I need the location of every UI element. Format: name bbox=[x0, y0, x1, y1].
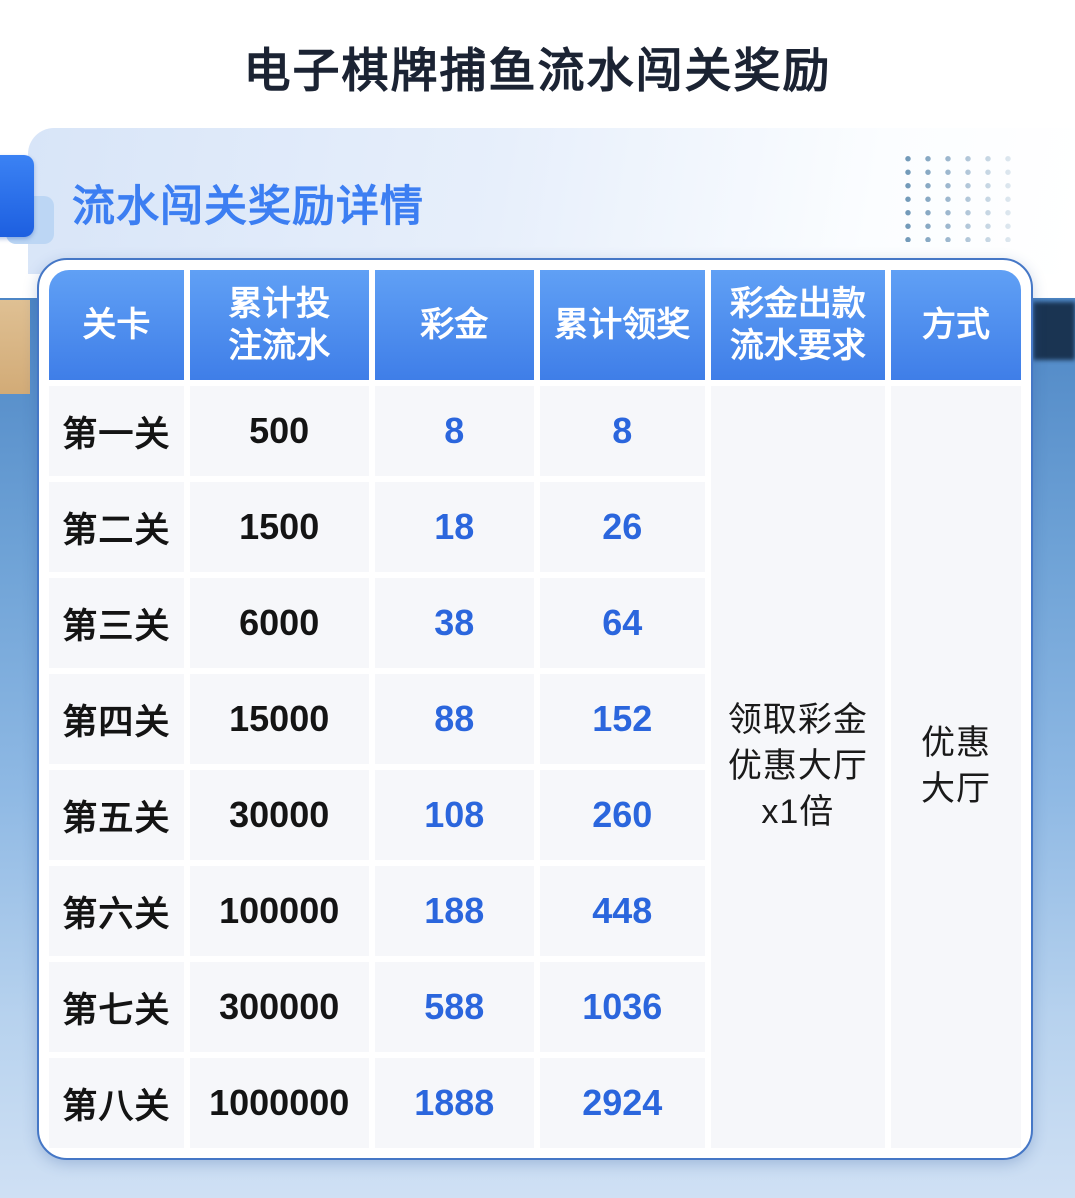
turnover-cell: 1500 bbox=[189, 482, 369, 572]
table-row: 第三关 6000 38 64 bbox=[49, 578, 1021, 668]
dots-decoration bbox=[896, 150, 1024, 242]
cumulative-cell: 8 bbox=[539, 386, 705, 476]
level-cell: 第一关 bbox=[49, 386, 184, 476]
column-header-level: 关卡 bbox=[49, 270, 184, 380]
column-header-turnover: 累计投 注流水 bbox=[189, 270, 369, 380]
rewards-table: 关卡 累计投 注流水 彩金 累计领奖 彩金出款 流水要求 方式 第一关 500 … bbox=[43, 264, 1027, 1154]
level-cell: 第四关 bbox=[49, 674, 184, 764]
cumulative-cell: 448 bbox=[539, 866, 705, 956]
turnover-cell: 500 bbox=[189, 386, 369, 476]
level-cell: 第八关 bbox=[49, 1058, 184, 1148]
level-cell: 第二关 bbox=[49, 482, 184, 572]
bonus-cell: 188 bbox=[374, 866, 534, 956]
cumulative-cell: 152 bbox=[539, 674, 705, 764]
cumulative-cell: 64 bbox=[539, 578, 705, 668]
table-row: 第一关 500 8 8 领取彩金 优惠大厅 x1倍 优惠 大厅 bbox=[49, 386, 1021, 1148]
background-beige-block bbox=[0, 300, 30, 394]
cumulative-cell: 1036 bbox=[539, 962, 705, 1052]
table-row: 第八关 1000000 1888 2924 bbox=[49, 1058, 1021, 1148]
accent-square bbox=[0, 155, 34, 237]
table-row: 第五关 30000 108 260 bbox=[49, 770, 1021, 860]
bonus-cell: 38 bbox=[374, 578, 534, 668]
column-header-cumulative: 累计领奖 bbox=[539, 270, 705, 380]
section-title: 流水闯关奖励详情 bbox=[72, 183, 424, 231]
column-header-requirement: 彩金出款 流水要求 bbox=[710, 270, 885, 380]
requirement-merged-cell: 领取彩金 优惠大厅 x1倍 bbox=[710, 386, 885, 1148]
level-cell: 第三关 bbox=[49, 578, 184, 668]
bonus-cell: 8 bbox=[374, 386, 534, 476]
turnover-cell: 15000 bbox=[189, 674, 369, 764]
level-cell: 第七关 bbox=[49, 962, 184, 1052]
turnover-cell: 30000 bbox=[189, 770, 369, 860]
cumulative-cell: 260 bbox=[539, 770, 705, 860]
method-merged-cell: 优惠 大厅 bbox=[890, 386, 1021, 1148]
table-row: 第四关 15000 88 152 bbox=[49, 674, 1021, 764]
bonus-cell: 18 bbox=[374, 482, 534, 572]
column-header-method: 方式 bbox=[890, 270, 1021, 380]
table-row: 第七关 300000 588 1036 bbox=[49, 962, 1021, 1052]
turnover-cell: 6000 bbox=[189, 578, 369, 668]
rewards-card: 关卡 累计投 注流水 彩金 累计领奖 彩金出款 流水要求 方式 第一关 500 … bbox=[37, 258, 1033, 1160]
background-dark-block bbox=[1033, 302, 1075, 360]
table-row: 第二关 1500 18 26 bbox=[49, 482, 1021, 572]
table-row: 第六关 100000 188 448 bbox=[49, 866, 1021, 956]
column-header-bonus: 彩金 bbox=[374, 270, 534, 380]
page-title: 电子棋牌捕鱼流水闯关奖励 bbox=[243, 44, 832, 97]
cumulative-cell: 26 bbox=[539, 482, 705, 572]
bonus-cell: 588 bbox=[374, 962, 534, 1052]
bonus-cell: 88 bbox=[374, 674, 534, 764]
turnover-cell: 100000 bbox=[189, 866, 369, 956]
level-cell: 第五关 bbox=[49, 770, 184, 860]
bonus-cell: 1888 bbox=[374, 1058, 534, 1148]
cumulative-cell: 2924 bbox=[539, 1058, 705, 1148]
table-header-row: 关卡 累计投 注流水 彩金 累计领奖 彩金出款 流水要求 方式 bbox=[49, 270, 1021, 380]
bonus-cell: 108 bbox=[374, 770, 534, 860]
turnover-cell: 300000 bbox=[189, 962, 369, 1052]
turnover-cell: 1000000 bbox=[189, 1058, 369, 1148]
level-cell: 第六关 bbox=[49, 866, 184, 956]
